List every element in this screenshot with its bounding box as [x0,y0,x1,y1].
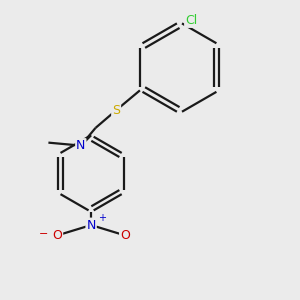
Text: O: O [120,229,130,242]
Text: −: − [39,229,49,239]
Text: +: + [98,213,106,223]
Text: N: N [86,219,96,232]
Text: N: N [76,139,86,152]
Text: O: O [52,229,62,242]
Text: Cl: Cl [185,14,197,27]
Text: S: S [112,104,120,117]
